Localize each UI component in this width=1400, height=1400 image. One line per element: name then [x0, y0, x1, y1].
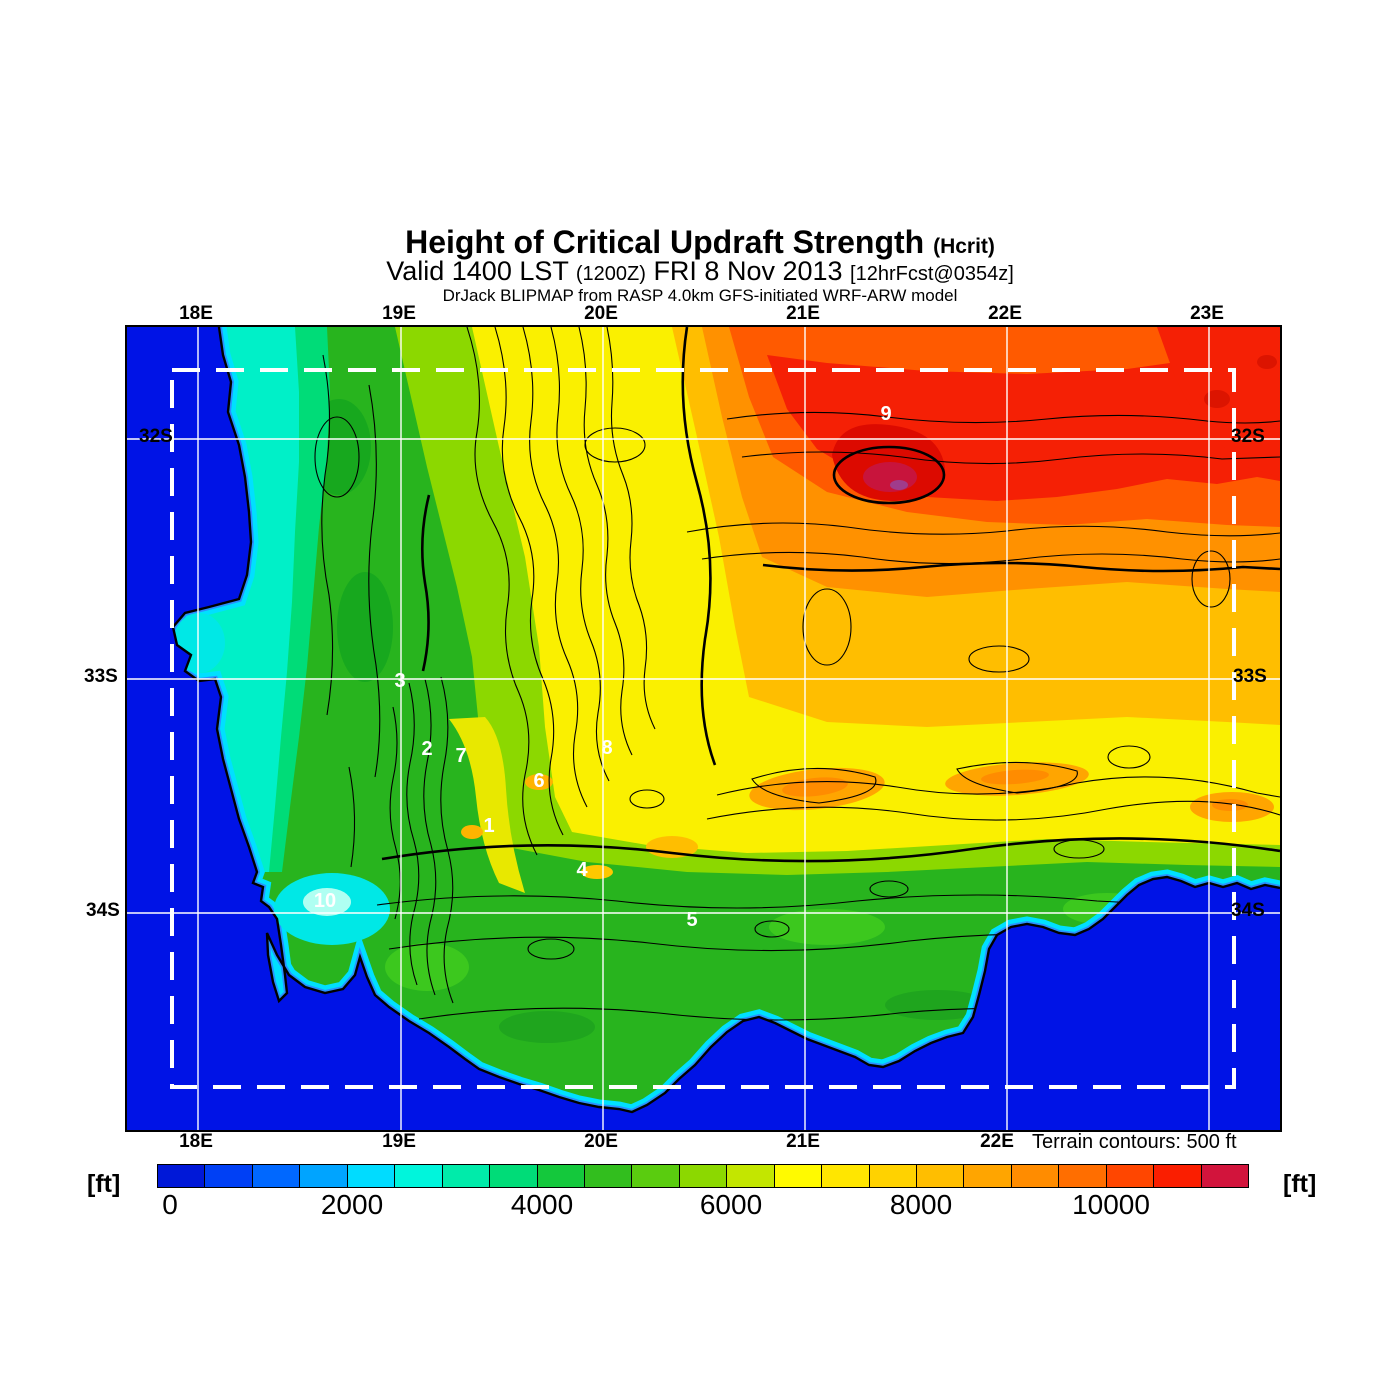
- valid-time: Valid 1400 LST: [386, 256, 569, 286]
- colorbar-segment: [963, 1165, 1011, 1187]
- terrain-contour-lines: [314, 327, 1280, 1021]
- lon-label-top-22e: 22E: [988, 303, 1022, 324]
- site-label-8: 8: [601, 737, 612, 759]
- colorbar-segment: [583, 1165, 632, 1187]
- map-figure: 1 2 3 4 5 6 7 8 9 10: [125, 325, 1282, 1132]
- colorbar-segment: [631, 1165, 679, 1187]
- colorbar-segment: [1058, 1165, 1106, 1187]
- site-label-7: 7: [455, 745, 466, 767]
- lat-label-left-32s: 32S: [139, 426, 173, 447]
- lat-label-right-34s: 34S: [1231, 900, 1265, 921]
- terrain-note: Terrain contours: 500 ft: [1032, 1131, 1237, 1153]
- colorbar-segment: [773, 1165, 822, 1187]
- lon-label-top-23e: 23E: [1190, 303, 1224, 324]
- colorbar-segment: [158, 1165, 205, 1187]
- colorbar-tick-10000: 10000: [1072, 1189, 1150, 1220]
- site-label-1: 1: [483, 815, 494, 837]
- graticule: [127, 327, 1280, 1130]
- colorbar-segment: [346, 1165, 395, 1187]
- colorbar-segment: [1200, 1165, 1249, 1187]
- site-label-4: 4: [576, 859, 588, 881]
- site-label-2: 2: [421, 738, 432, 760]
- title-suffix: (Hcrit): [933, 235, 995, 258]
- colorbar-segment: [489, 1165, 537, 1187]
- colorbar-segment: [1105, 1165, 1154, 1187]
- valid-line: Valid 1400 LST (1200Z) FRI 8 Nov 2013 [1…: [0, 256, 1400, 287]
- colorbar-segment: [299, 1165, 347, 1187]
- site-label-5: 5: [686, 909, 697, 931]
- colorbar-tick-4000: 4000: [510, 1189, 574, 1220]
- lon-label-top-21e: 21E: [786, 303, 820, 324]
- valid-forecast-tag: [12hrFcst@0354z]: [850, 263, 1014, 285]
- lat-label-right-33s: 33S: [1233, 666, 1267, 687]
- valid-zulu: (1200Z): [575, 263, 646, 285]
- lon-label-bottom-19e: 19E: [382, 1131, 416, 1152]
- colorbar-segment: [204, 1165, 252, 1187]
- colorbar-segment: [726, 1165, 774, 1187]
- coastline: [171, 327, 1280, 1114]
- terrain-contour-lines-thick: [381, 327, 1280, 863]
- lon-label-top-20e: 20E: [584, 303, 618, 324]
- site-label-6: 6: [533, 770, 544, 792]
- colorbar-segment: [916, 1165, 964, 1187]
- site-labels: 1 2 3 4 5 6 7 8 9 10: [314, 403, 892, 931]
- model-line: DrJack BLIPMAP from RASP 4.0km GFS-initi…: [442, 286, 958, 305]
- colorbar-tick-6000: 6000: [699, 1189, 763, 1220]
- site-label-9: 9: [880, 403, 891, 425]
- colorbar-segment: [1010, 1165, 1059, 1187]
- colorbar: [157, 1164, 1249, 1188]
- lon-label-bottom-18e: 18E: [179, 1131, 213, 1152]
- lon-label-bottom-20e: 20E: [584, 1131, 618, 1152]
- site-label-3: 3: [394, 670, 405, 692]
- colorbar-segment: [441, 1165, 490, 1187]
- lat-label-left-33s: 33S: [84, 666, 118, 687]
- colorbar-segment: [394, 1165, 442, 1187]
- colorbar-segment: [821, 1165, 869, 1187]
- lon-label-top-19e: 19E: [382, 303, 416, 324]
- colorbar-segment: [1153, 1165, 1201, 1187]
- lat-label-right-32s: 32S: [1231, 426, 1265, 447]
- unit-label-right: [ft]: [1283, 1170, 1317, 1198]
- domain-boundary: [170, 368, 1236, 1089]
- lon-label-top-18e: 18E: [179, 303, 213, 324]
- lat-label-left-34s: 34S: [86, 900, 120, 921]
- site-label-10: 10: [314, 890, 336, 912]
- page-title: Height of Critical Updraft Strength (Hcr…: [0, 224, 1400, 261]
- colorbar-tick-2000: 2000: [320, 1189, 384, 1220]
- unit-label-left: [ft]: [87, 1170, 121, 1198]
- colorbar-tick-0: 0: [162, 1189, 178, 1220]
- colorbar-segment: [251, 1165, 300, 1187]
- colorbar-segment: [678, 1165, 727, 1187]
- lon-label-bottom-22e: 22E: [980, 1131, 1014, 1152]
- valid-date: FRI 8 Nov 2013: [653, 256, 843, 286]
- colorbar-segment: [868, 1165, 916, 1187]
- colorbar-tick-8000: 8000: [889, 1189, 953, 1220]
- colorbar-segment: [536, 1165, 584, 1187]
- lon-label-bottom-21e: 21E: [786, 1131, 820, 1152]
- title-main: Height of Critical Updraft Strength: [405, 224, 925, 260]
